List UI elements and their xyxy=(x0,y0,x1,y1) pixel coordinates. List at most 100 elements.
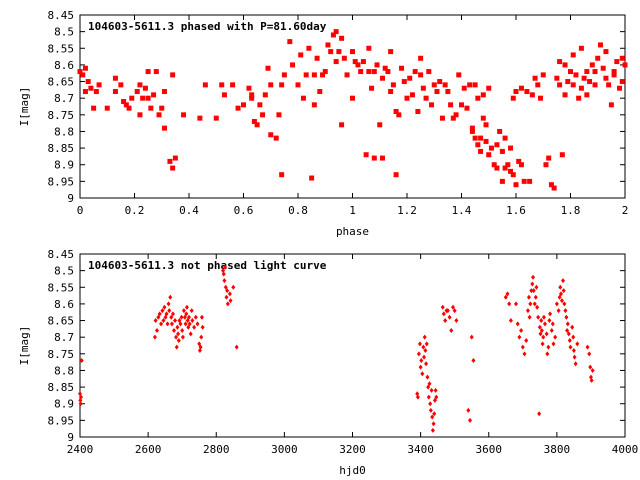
data-point xyxy=(510,172,516,178)
data-point xyxy=(363,152,369,158)
data-point xyxy=(88,85,94,91)
data-point xyxy=(428,401,433,407)
data-point xyxy=(235,105,241,111)
data-point xyxy=(427,381,432,387)
data-point xyxy=(157,311,162,317)
data-point xyxy=(515,321,520,327)
x-tick-label: 3800 xyxy=(544,443,571,456)
data-point xyxy=(570,82,576,88)
data-point xyxy=(589,377,594,383)
data-point xyxy=(425,374,430,380)
data-point xyxy=(254,122,260,128)
data-point xyxy=(456,72,462,78)
data-point xyxy=(570,52,576,58)
x-axis-label: phase xyxy=(336,225,369,238)
data-point xyxy=(306,45,312,51)
data-point xyxy=(187,314,191,320)
data-point xyxy=(160,308,165,314)
data-point xyxy=(360,59,366,65)
data-point xyxy=(379,75,385,81)
data-point xyxy=(371,69,377,75)
data-point xyxy=(510,95,516,101)
data-point xyxy=(571,334,576,340)
data-point xyxy=(79,394,84,400)
data-point xyxy=(614,59,620,65)
y-tick-label: 8.8 xyxy=(54,364,74,377)
data-point xyxy=(431,421,436,427)
data-point xyxy=(529,92,535,98)
data-point xyxy=(454,318,459,324)
data-point xyxy=(565,79,571,85)
data-point xyxy=(558,284,563,290)
data-point xyxy=(526,294,531,300)
data-point xyxy=(223,264,228,270)
data-point xyxy=(421,344,426,350)
data-point xyxy=(553,334,558,340)
data-point xyxy=(418,55,424,61)
data-point xyxy=(528,301,533,307)
data-point xyxy=(154,328,159,334)
data-point xyxy=(222,278,227,284)
data-point xyxy=(532,75,538,81)
data-point xyxy=(317,89,323,95)
data-point xyxy=(79,357,84,363)
data-point xyxy=(424,341,429,347)
data-point xyxy=(418,364,423,370)
data-point xyxy=(431,82,437,88)
data-point xyxy=(619,79,625,85)
data-point xyxy=(472,82,478,88)
data-point xyxy=(480,92,486,98)
data-point xyxy=(503,294,508,300)
data-point xyxy=(399,65,405,71)
data-point xyxy=(167,308,172,314)
data-point xyxy=(82,65,88,71)
data-point xyxy=(162,304,167,310)
data-point xyxy=(440,304,445,310)
data-point xyxy=(404,95,410,101)
data-point xyxy=(557,294,562,300)
y-tick-label: 8.55 xyxy=(48,281,75,294)
data-point xyxy=(429,102,435,108)
data-point xyxy=(279,172,285,178)
data-point xyxy=(156,112,162,118)
data-point xyxy=(419,357,424,363)
data-point xyxy=(499,148,505,154)
data-point xyxy=(590,367,595,373)
data-point xyxy=(186,324,191,330)
data-point xyxy=(548,182,554,188)
data-point xyxy=(505,162,511,168)
data-point xyxy=(513,89,519,95)
data-point xyxy=(562,62,568,68)
data-point xyxy=(437,79,443,85)
data-point xyxy=(466,407,471,413)
data-point xyxy=(608,102,614,108)
data-point xyxy=(551,341,556,347)
y-tick-label: 8.7 xyxy=(54,331,74,344)
data-point xyxy=(572,354,577,360)
data-point xyxy=(202,82,208,88)
data-point xyxy=(469,125,475,131)
data-point xyxy=(518,85,524,91)
data-point xyxy=(562,301,567,307)
data-point xyxy=(558,291,563,297)
data-point xyxy=(183,321,188,327)
data-point xyxy=(472,135,478,141)
data-point xyxy=(449,328,454,334)
data-point xyxy=(415,108,421,114)
data-point xyxy=(358,69,364,75)
data-point xyxy=(563,308,568,314)
data-point xyxy=(430,414,435,420)
data-point xyxy=(532,301,537,307)
data-point xyxy=(169,321,174,327)
data-point xyxy=(589,62,595,68)
data-point xyxy=(568,344,573,350)
data-point xyxy=(447,314,452,320)
data-point xyxy=(545,351,550,357)
data-point xyxy=(230,82,236,88)
data-point xyxy=(165,321,170,327)
data-point xyxy=(339,122,345,128)
data-point xyxy=(434,89,440,95)
data-points xyxy=(77,29,628,191)
data-point xyxy=(561,278,566,284)
data-point xyxy=(524,338,529,344)
